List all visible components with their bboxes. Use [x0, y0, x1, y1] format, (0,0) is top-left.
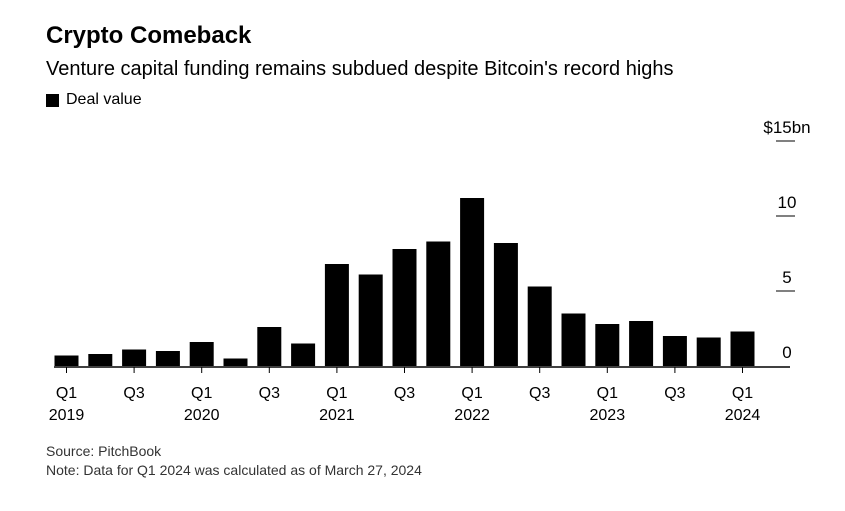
bar-q1-2022 [460, 198, 485, 366]
y-tick-label: $15bn [763, 118, 810, 137]
x-tick-year-label: 2021 [319, 407, 355, 424]
y-tick-label: 5 [782, 268, 791, 287]
x-tick-year-label: 2024 [725, 407, 761, 424]
footer: Source: PitchBook Note: Data for Q1 2024… [46, 442, 422, 480]
x-tick-quarter-label: Q1 [461, 385, 482, 402]
x-tick-quarter-label: Q1 [732, 385, 753, 402]
bar-q1-2020 [189, 342, 214, 366]
chart-title: Crypto Comeback [46, 22, 252, 49]
x-tick-quarter-label: Q1 [56, 385, 77, 402]
bar-q4-2021 [426, 241, 451, 366]
bar-q1-2021 [324, 264, 349, 366]
bar-q3-2019 [122, 349, 147, 366]
x-tick-quarter-label: Q3 [394, 385, 415, 402]
bar-q2-2022 [493, 243, 518, 366]
bar-q4-2019 [155, 351, 180, 366]
x-tick-quarter-label: Q3 [529, 385, 550, 402]
x-tick-quarter-label: Q3 [259, 385, 280, 402]
x-tick-quarter-label: Q1 [191, 385, 212, 402]
bar-q4-2020 [291, 343, 316, 366]
bar-q1-2019 [54, 355, 79, 366]
x-tick-year-label: 2023 [590, 407, 626, 424]
bar-q1-2023 [595, 324, 620, 366]
bar-q4-2022 [561, 313, 586, 366]
bar-q1-2024 [730, 331, 755, 366]
data-note: Note: Data for Q1 2024 was calculated as… [46, 462, 422, 478]
bar-q3-2023 [662, 336, 687, 366]
x-tick-quarter-label: Q3 [664, 385, 685, 402]
chart-subtitle: Venture capital funding remains subdued … [46, 58, 674, 80]
bar-q2-2019 [88, 354, 113, 366]
x-tick-year-label: 2019 [49, 407, 85, 424]
legend-swatch [46, 93, 59, 107]
x-tick-quarter-label: Q1 [326, 385, 347, 402]
bar-q3-2022 [527, 286, 552, 366]
y-tick-label: 0 [782, 343, 791, 362]
y-tick-label: 10 [778, 193, 797, 212]
legend-label: Deal value [66, 91, 142, 108]
source-note: Source: PitchBook [46, 443, 162, 459]
x-tick-year-label: 2022 [454, 407, 490, 424]
x-tick-quarter-label: Q1 [597, 385, 618, 402]
bar-q2-2020 [223, 358, 248, 366]
x-tick-year-label: 2020 [184, 407, 220, 424]
legend: Deal value [46, 91, 142, 109]
bar-q3-2021 [392, 249, 417, 366]
bar-q4-2023 [696, 337, 721, 366]
bar-q2-2023 [629, 321, 654, 366]
x-tick-quarter-label: Q3 [123, 385, 144, 402]
bar-q2-2021 [358, 274, 383, 366]
bar-q3-2020 [257, 327, 282, 366]
